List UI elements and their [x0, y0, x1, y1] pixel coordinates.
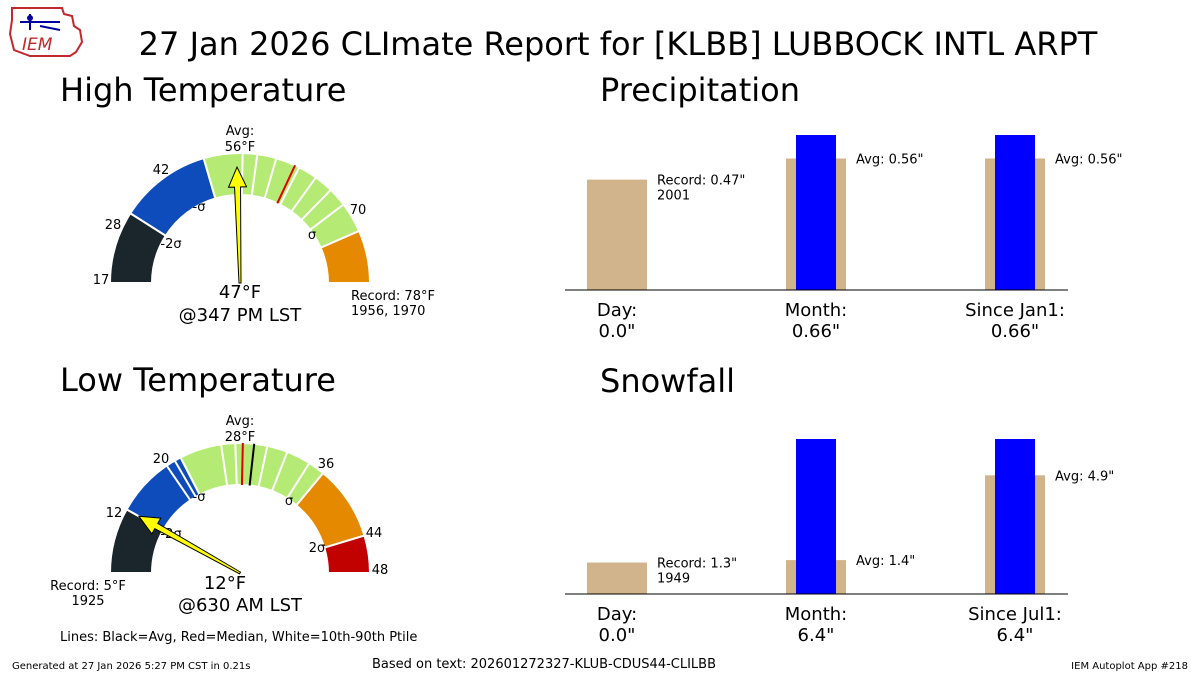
percentile-line [300, 189, 332, 221]
boundary-label: 70 [350, 203, 367, 218]
snow-title: Snowfall [600, 362, 735, 400]
gauge-segment [319, 229, 372, 284]
avg-value-label: 56°F [225, 140, 256, 155]
percentile-line [290, 176, 317, 213]
avg-bar [587, 562, 647, 594]
iem-logo: IEM [8, 7, 84, 57]
gauge-needle-arrow [137, 515, 242, 575]
observed-time-label: @347 PM LST [179, 305, 303, 326]
percentile-line [240, 153, 244, 196]
percentile-line [257, 445, 269, 488]
observed-time-label: @630 AM LST [178, 595, 303, 616]
bar-annotation: Avg: 0.56" [1055, 152, 1123, 167]
station-arm-icon [39, 25, 61, 31]
observed-bar [796, 135, 836, 290]
percentile-line [286, 462, 311, 500]
gauge-needle-arrow [227, 165, 248, 284]
median-line [276, 164, 297, 204]
record-label: Record: 5°F [50, 579, 126, 594]
boundary-label: 44 [366, 526, 383, 541]
category-label: Month: [785, 300, 847, 321]
logo-text: IEM [22, 35, 53, 55]
boundary-label: 42 [153, 163, 170, 178]
median-line [240, 443, 244, 486]
average-line [248, 443, 256, 486]
low-temp-title: Low Temperature [60, 361, 336, 399]
observed-value-label: 47°F [219, 282, 261, 303]
category-label: Month: [785, 604, 847, 625]
avg-label: Avg: [226, 414, 254, 429]
gauge-segment [323, 534, 372, 574]
percentile-line [309, 203, 345, 231]
bar-annotation: 1949 [657, 572, 690, 587]
category-value-label: 0.0" [599, 625, 636, 646]
record-years-label: 1925 [71, 594, 104, 609]
bar-annotation: Avg: 0.56" [856, 152, 924, 167]
avg-bar [587, 179, 647, 290]
percentile-line [279, 166, 301, 206]
bar-annotation: Record: 0.47" [657, 174, 745, 189]
percentile-line [220, 444, 229, 487]
avg-value-label: 28°F [225, 430, 256, 445]
precip-bar-chart: Record: 0.47"2001 Day:0.0" Avg: 0.56" Month… [565, 135, 1123, 342]
avg-label: Avg: [226, 124, 254, 139]
observed-bar [796, 439, 836, 594]
boundary-label: 28 [105, 218, 122, 233]
percentile-line [271, 451, 289, 492]
category-label: Since Jul1: [968, 604, 1062, 625]
boundary-label: 36 [318, 457, 335, 472]
sigma-label: σ [285, 494, 293, 509]
category-value-label: 0.0" [599, 321, 636, 342]
record-years-label: 1956, 1970 [351, 304, 425, 319]
sigma-label: -2σ [160, 237, 181, 252]
page-title: 27 Jan 2026 CLImate Report for [KLBB] LU… [139, 25, 1098, 63]
legend-note: Lines: Black=Avg, Red=Median, White=10th… [60, 630, 417, 645]
sigma-label: -σ [193, 490, 206, 505]
high-temp-gauge: 17 28 42 70 -2σ -σ σ Avg:56°F 47°F@347 PM LST Rec… [93, 124, 435, 326]
precip-title: Precipitation [600, 71, 800, 109]
sigma-label: σ [308, 228, 316, 243]
boundary-label: 12 [106, 506, 123, 521]
bar-annotation: Avg: 1.4" [856, 554, 915, 569]
bar-annotation: 2001 [657, 189, 690, 204]
based-on-note: Based on text: 202601272327-KLUB-CDUS44-… [372, 657, 716, 672]
bar-annotation: Avg: 4.9" [1055, 469, 1114, 484]
percentile-line [165, 465, 192, 501]
observed-bar [995, 135, 1035, 290]
bar-annotation: Record: 1.3" [657, 557, 737, 572]
category-label: Day: [597, 300, 637, 321]
category-label: Since Jan1: [965, 300, 1065, 321]
high-temp-title: High Temperature [60, 71, 346, 109]
station-dot-icon [27, 15, 33, 21]
record-label: Record: 78°F [351, 289, 435, 304]
app-note: IEM Autoplot App #218 [1071, 661, 1188, 672]
category-label: Day: [597, 604, 637, 625]
boundary-label: 17 [93, 273, 110, 288]
boundary-label: 48 [372, 563, 389, 578]
category-value-label: 0.66" [792, 321, 840, 342]
category-value-label: 6.4" [798, 625, 835, 646]
sigma-label: 2σ [309, 541, 326, 556]
percentile-line [173, 460, 197, 498]
category-value-label: 6.4" [997, 625, 1034, 646]
boundary-label: 20 [153, 452, 170, 467]
observed-bar [995, 439, 1035, 594]
percentile-line [234, 443, 238, 486]
generated-note: Generated at 27 Jan 2026 5:27 PM CST in … [12, 661, 250, 672]
percentile-line [263, 157, 278, 199]
percentile-line [250, 154, 259, 196]
observed-value-label: 12°F [204, 573, 246, 594]
category-value-label: 0.66" [991, 321, 1039, 342]
sigma-label: -σ [193, 200, 206, 215]
